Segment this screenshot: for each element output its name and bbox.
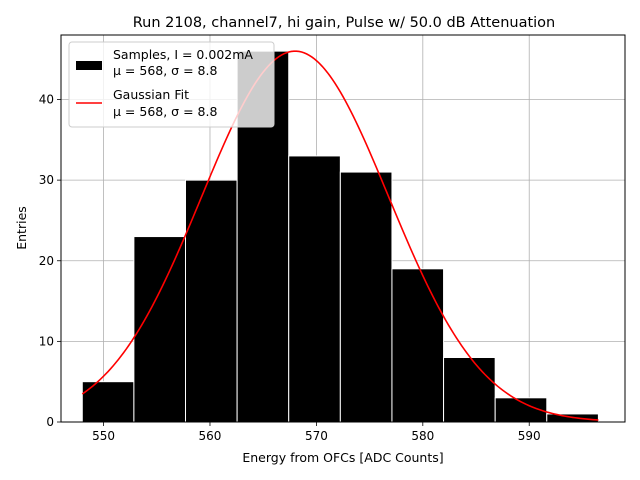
y-axis-ticks: 0 10 20 30 40 xyxy=(39,93,61,429)
legend-box xyxy=(68,41,275,128)
legend-samples-stats: μ = 568, σ = 8.8 xyxy=(113,63,217,78)
y-axis-label: Entries xyxy=(14,206,29,250)
histogram-bar xyxy=(133,236,187,423)
legend-samples-swatch xyxy=(76,61,102,70)
gaussian-fit-line xyxy=(81,50,599,421)
y-tick-label: 20 xyxy=(39,254,54,268)
y-tick-label: 40 xyxy=(39,93,54,107)
x-tick-label: 560 xyxy=(199,429,222,443)
x-tick-label: 570 xyxy=(305,429,328,443)
legend-samples-label: Samples, I = 0.002mA xyxy=(113,47,253,62)
histogram-bar xyxy=(443,357,496,423)
legend: Samples, I = 0.002mA μ = 568, σ = 8.8 Ga… xyxy=(68,41,275,128)
y-tick-label: 0 xyxy=(46,415,54,429)
x-axis-label: Energy from OFCs [ADC Counts] xyxy=(242,450,443,465)
chart-title: Run 2108, channel7, hi gain, Pulse w/ 50… xyxy=(133,15,556,31)
histogram-bar xyxy=(185,179,238,423)
legend-fit-label: Gaussian Fit xyxy=(113,87,189,102)
histogram-bar xyxy=(391,268,445,423)
x-tick-label: 580 xyxy=(411,429,434,443)
plot-frame xyxy=(60,34,626,423)
x-tick-label: 590 xyxy=(518,429,541,443)
histogram-bar xyxy=(288,155,341,423)
histogram-bar xyxy=(339,171,393,423)
y-tick-label: 30 xyxy=(39,173,54,187)
x-tick-label: 550 xyxy=(92,429,115,443)
y-tick-label: 10 xyxy=(39,334,54,348)
x-axis-ticks: 550 560 570 580 590 xyxy=(92,422,541,443)
legend-fit-stats: μ = 568, σ = 8.8 xyxy=(113,104,217,119)
